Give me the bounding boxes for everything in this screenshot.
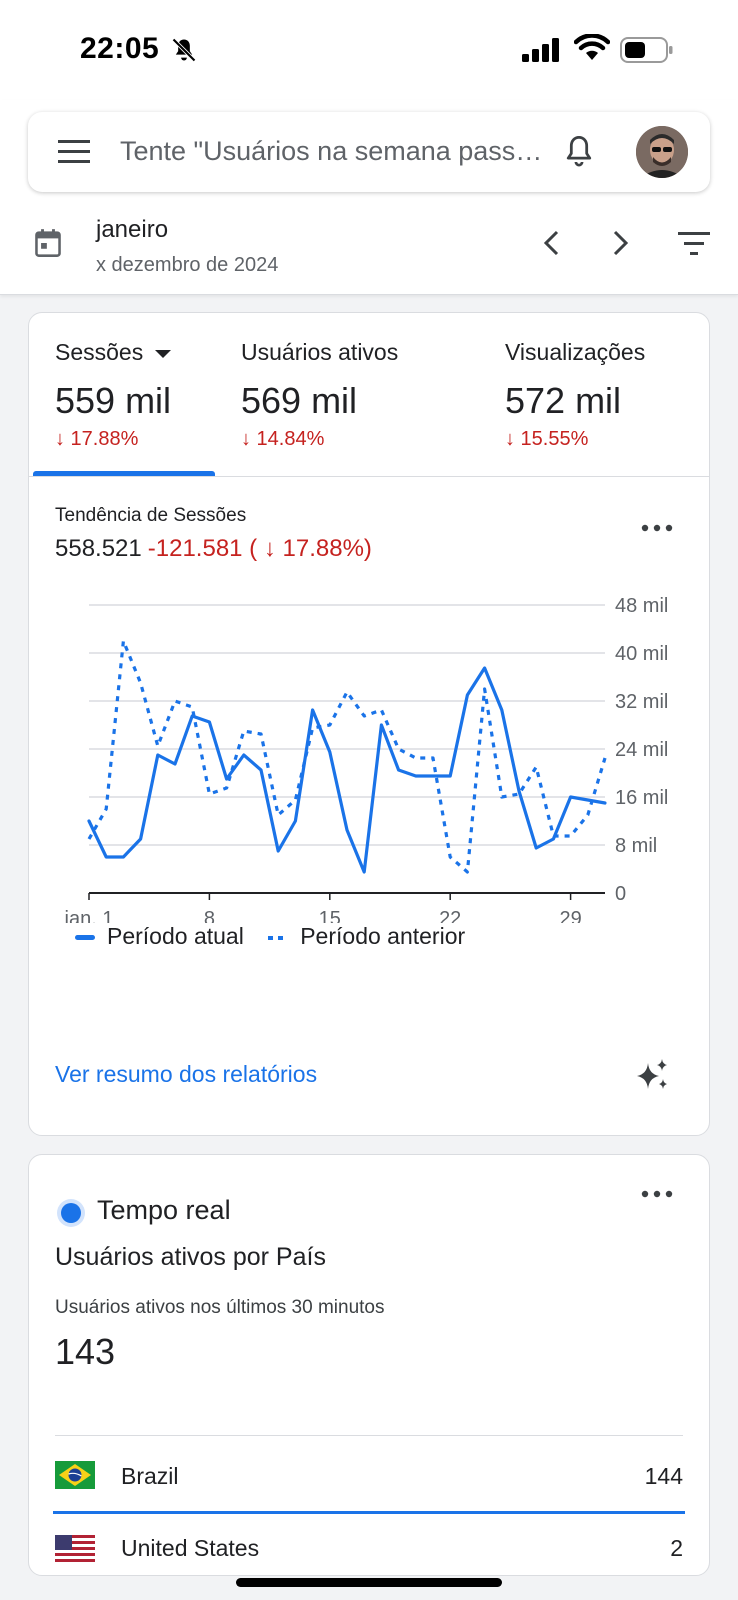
search-bar[interactable]: Tente "Usuários na semana passada" bbox=[28, 112, 710, 192]
trend-summary: 558.521 -121.581 ( ↓ 17.88%) bbox=[55, 535, 372, 563]
brazil-flag-icon bbox=[55, 1461, 95, 1489]
home-indicator bbox=[236, 1578, 502, 1587]
country-name: Brazil bbox=[121, 1463, 179, 1489]
status-time: 22:05 bbox=[80, 32, 160, 65]
cellular-signal-icon bbox=[522, 38, 559, 62]
country-value: 2 bbox=[670, 1535, 683, 1561]
metric-value: 569 mil bbox=[241, 380, 358, 421]
metric-value: 572 mil bbox=[505, 380, 622, 421]
realtime-card: Tempo real Usuários ativos por País Usuá… bbox=[28, 1154, 710, 1576]
metric-tab-active-users[interactable]: Usuários ativos 569 mil ↓ 14.84% bbox=[241, 339, 398, 451]
legend-previous: Período anterior bbox=[268, 923, 465, 950]
user-avatar[interactable] bbox=[636, 126, 688, 178]
date-range-comparison[interactable]: x dezembro de 2024 bbox=[96, 254, 279, 276]
avatar-photo-icon bbox=[636, 126, 688, 178]
sessions-trend-chart: 0 8 mil 16 mil 24 mil 32 mil 40 mil 48 mil jan.… bbox=[64, 595, 669, 923]
realtime-dot-icon bbox=[61, 1203, 81, 1223]
chart-legend: Período atual Período anterior bbox=[75, 923, 483, 950]
realtime-subtitle: Usuários ativos por País bbox=[55, 1243, 326, 1271]
realtime-title: Tempo real bbox=[97, 1195, 231, 1225]
x-tick-label: 15 bbox=[319, 908, 341, 923]
realtime-divider bbox=[55, 1435, 683, 1436]
metric-change: ↓ 14.84% bbox=[241, 428, 325, 450]
country-value: 144 bbox=[644, 1463, 683, 1489]
ai-sparkle-icon[interactable] bbox=[635, 1057, 671, 1093]
legend-previous-label: Período anterior bbox=[300, 923, 466, 949]
trend-total: 558.521 bbox=[55, 535, 142, 562]
bell-muted-icon bbox=[172, 38, 196, 62]
y-tick-label: 8 mil bbox=[615, 835, 657, 857]
realtime-caption: Usuários ativos nos últimos 30 minutos bbox=[55, 1297, 385, 1318]
more-options-icon[interactable] bbox=[641, 1189, 673, 1199]
legend-solid-swatch-icon bbox=[75, 935, 95, 941]
usa-flag-icon bbox=[55, 1535, 95, 1563]
selected-tab-indicator bbox=[33, 471, 215, 476]
search-input[interactable]: Tente "Usuários na semana passada" bbox=[120, 136, 550, 166]
legend-current: Período atual bbox=[75, 923, 244, 950]
y-tick-label: 16 mil bbox=[615, 787, 668, 809]
realtime-active-count: 143 bbox=[55, 1331, 116, 1372]
country-share-bar bbox=[53, 1511, 685, 1514]
wifi-icon bbox=[574, 34, 610, 60]
status-bar: 22:05 bbox=[0, 0, 738, 100]
metric-label: Visualizações bbox=[505, 339, 646, 365]
metric-label: Sessões bbox=[55, 339, 172, 366]
current-period-line bbox=[87, 666, 607, 874]
trend-title: Tendência de Sessões bbox=[55, 505, 247, 526]
tab-divider bbox=[29, 476, 709, 477]
date-range-title[interactable]: janeiro bbox=[96, 216, 169, 243]
trend-delta: -121.581 ( ↓ 17.88%) bbox=[147, 535, 372, 562]
chevron-right-icon[interactable] bbox=[608, 228, 632, 258]
metric-value: 559 mil bbox=[55, 380, 172, 421]
y-tick-label: 24 mil bbox=[615, 739, 668, 761]
app-header: Tente "Usuários na semana passada" janei… bbox=[0, 100, 738, 295]
y-tick-label: 0 bbox=[615, 883, 626, 905]
caret-down-icon[interactable] bbox=[155, 349, 172, 358]
x-tick-label: 22 bbox=[439, 908, 461, 923]
metric-tab-sessions[interactable]: Sessões 559 mil ↓ 17.88% bbox=[55, 339, 172, 451]
y-tick-label: 48 mil bbox=[615, 595, 668, 617]
menu-icon[interactable] bbox=[58, 138, 92, 166]
x-tick-label: 29 bbox=[559, 908, 581, 923]
legend-dotted-swatch-icon bbox=[268, 935, 289, 940]
metric-label: Usuários ativos bbox=[241, 339, 399, 365]
chevron-left-icon[interactable] bbox=[540, 228, 564, 258]
view-reports-summary-link[interactable]: Ver resumo dos relatórios bbox=[55, 1061, 318, 1087]
country-name: United States bbox=[121, 1535, 260, 1561]
metric-change: ↓ 15.55% bbox=[505, 428, 589, 450]
more-options-icon[interactable] bbox=[641, 523, 673, 533]
metric-tab-views[interactable]: Visualizações 572 mil ↓ 15.55% bbox=[505, 339, 645, 451]
metric-label-text: Sessões bbox=[55, 339, 144, 365]
legend-current-label: Período atual bbox=[107, 923, 244, 949]
previous-period-line bbox=[87, 639, 607, 874]
x-tick-label: jan. 1 bbox=[64, 908, 114, 923]
sessions-card: Sessões 559 mil ↓ 17.88% Usuários ativos… bbox=[28, 312, 710, 1136]
metric-change: ↓ 17.88% bbox=[55, 428, 139, 450]
filter-icon[interactable] bbox=[678, 232, 712, 258]
notification-bell-icon[interactable] bbox=[560, 132, 598, 172]
calendar-icon[interactable] bbox=[34, 228, 62, 258]
x-tick-label: 8 bbox=[204, 908, 215, 923]
y-tick-label: 40 mil bbox=[615, 643, 668, 665]
battery-icon bbox=[620, 37, 673, 63]
y-tick-label: 32 mil bbox=[615, 691, 668, 713]
